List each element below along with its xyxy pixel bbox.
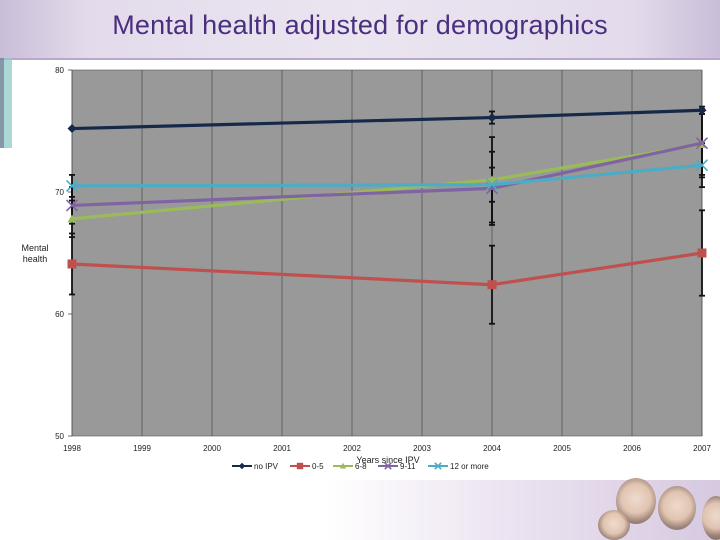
x-tick-label: 2005: [553, 444, 571, 453]
y-tick-label: 50: [55, 432, 64, 441]
photo-face-2: [658, 486, 696, 530]
photo-face-3: [598, 510, 630, 540]
title-bar: [0, 0, 720, 60]
data-point: [67, 259, 77, 269]
side-decoration-line: [0, 58, 4, 148]
y-axis-label: Mental health: [21, 243, 49, 264]
photo-face-4: [702, 496, 720, 540]
legend-label: no IPV: [254, 462, 279, 471]
data-point: [67, 124, 77, 134]
y-tick-label: 60: [55, 310, 64, 319]
data-point: [697, 105, 707, 115]
x-tick-label: 2007: [693, 444, 711, 453]
x-tick-label: 2001: [273, 444, 291, 453]
data-point: [487, 113, 497, 123]
legend-label: 9-11: [400, 462, 416, 471]
data-point: [339, 462, 347, 469]
data-point: [65, 199, 79, 212]
legend-label: 12 or more: [450, 462, 489, 471]
x-tick-label: 2002: [343, 444, 361, 453]
data-point: [67, 214, 77, 223]
data-point: [485, 178, 499, 191]
data-point: [487, 280, 497, 290]
legend-label: 0-5: [312, 462, 324, 471]
x-axis-label: Years since IPV: [356, 455, 420, 465]
x-tick-label: 1998: [63, 444, 81, 453]
data-point: [434, 462, 442, 470]
x-tick-label: 2006: [623, 444, 641, 453]
x-tick-label: 1999: [133, 444, 151, 453]
data-point: [65, 179, 79, 192]
data-point: [695, 159, 709, 172]
legend-label: 6-8: [355, 462, 367, 471]
y-tick-label: 70: [55, 188, 64, 197]
data-point: [697, 248, 707, 258]
slide-title: Mental health adjusted for demographics: [112, 10, 608, 40]
x-tick-label: 2000: [203, 444, 221, 453]
data-point: [384, 462, 392, 470]
x-tick-label: 2003: [413, 444, 431, 453]
plot-area: [71, 69, 703, 437]
x-tick-label: 2004: [483, 444, 501, 453]
y-tick-label: 80: [55, 66, 64, 75]
data-point: [296, 462, 304, 470]
data-point: [238, 462, 246, 470]
data-point: [695, 137, 709, 150]
